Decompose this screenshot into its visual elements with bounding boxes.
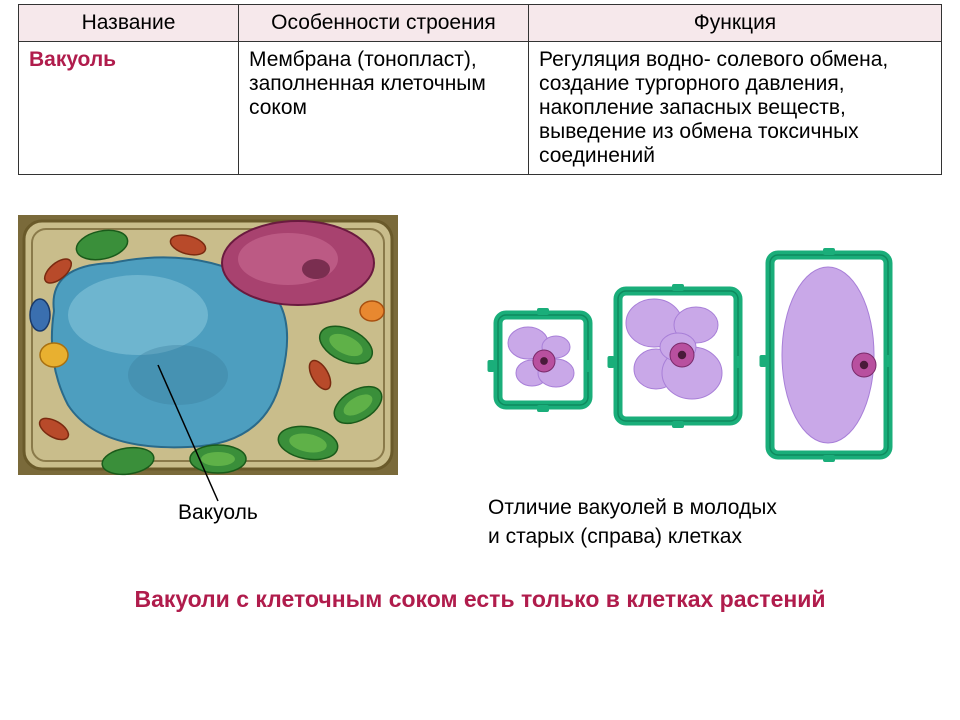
organelle-table: Название Особенности строения Функция Ва… [18,4,942,175]
plant-cell-diagram: Вакуоль [18,215,398,552]
vacuole-age-diagram: Отличие вакуолей в молодых и старых (спр… [458,215,942,552]
cell-name: Вакуоль [19,42,239,175]
table-row: Вакуоль Мембрана (тонопласт), заполненна… [19,42,942,175]
th-structure: Особенности строения [239,5,529,42]
bottom-caption: Вакуоли с клеточным соком есть только в … [18,586,942,613]
th-function: Функция [529,5,942,42]
age-caption: Отличие вакуолей в молодых и старых (спр… [458,493,942,552]
cell-structure: Мембрана (тонопласт), заполненная клеточ… [239,42,529,175]
cell-function: Регуляция водно- солевого обмена, создан… [529,42,942,175]
vacuole-label: Вакуоль [178,501,398,525]
th-name: Название [19,5,239,42]
